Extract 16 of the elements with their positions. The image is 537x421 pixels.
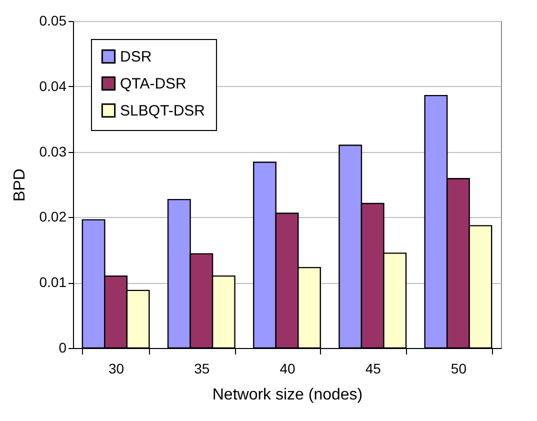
legend-label: QTA-DSR bbox=[120, 76, 187, 92]
x-tick-label: 30 bbox=[108, 360, 124, 376]
legend-label: SLBQT-DSR bbox=[120, 102, 206, 120]
y-tick-label: 0 bbox=[58, 340, 67, 356]
y-axis-title: BPD bbox=[11, 168, 28, 202]
legend-label: DSR bbox=[120, 48, 152, 66]
x-tick-label: 45 bbox=[365, 360, 382, 376]
x-tick-label: 35 bbox=[194, 360, 210, 376]
y-tick-label: 0.01 bbox=[39, 274, 67, 290]
x-tick-label: 50 bbox=[450, 360, 467, 376]
y-tick-label: 0.04 bbox=[39, 78, 67, 94]
x-axis-title: Network size (nodes) bbox=[212, 386, 363, 404]
x-tick-label: 40 bbox=[280, 360, 296, 376]
y-tick-label: 0.05 bbox=[39, 12, 67, 28]
y-tick-label: 0.02 bbox=[39, 208, 67, 225]
y-tick-label: 0.03 bbox=[39, 143, 67, 160]
